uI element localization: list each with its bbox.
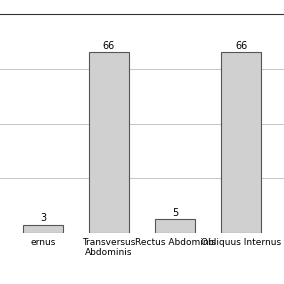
Text: 3: 3 xyxy=(40,213,46,223)
Text: 5: 5 xyxy=(172,208,178,218)
Bar xyxy=(89,53,129,233)
Text: 66: 66 xyxy=(235,41,247,51)
Text: 66: 66 xyxy=(103,41,115,51)
Bar xyxy=(221,53,261,233)
Bar xyxy=(155,219,195,233)
Bar xyxy=(23,225,63,233)
